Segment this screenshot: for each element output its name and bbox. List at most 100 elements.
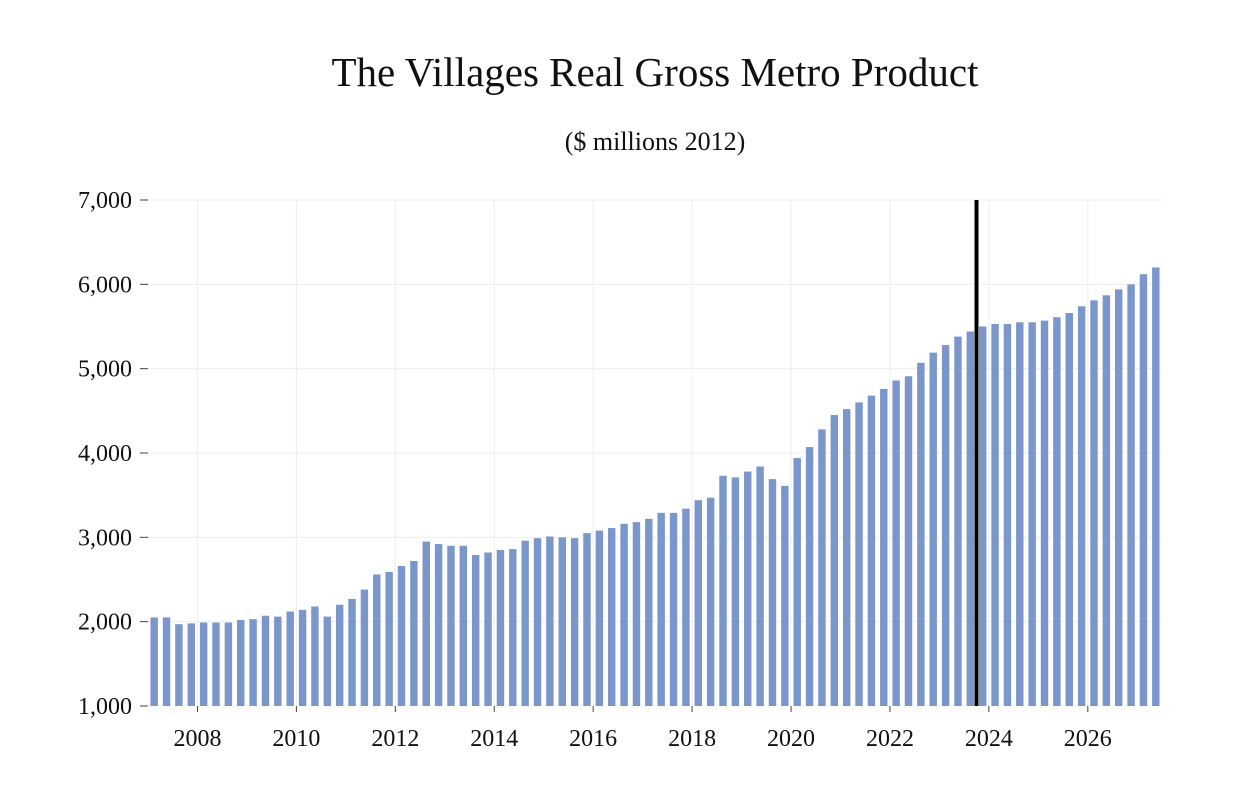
bar bbox=[496, 549, 505, 706]
bar bbox=[447, 545, 455, 706]
bar bbox=[385, 571, 393, 706]
bar bbox=[311, 606, 319, 706]
bar bbox=[199, 622, 208, 706]
bar bbox=[1115, 289, 1123, 706]
bar bbox=[335, 604, 344, 706]
bar bbox=[1053, 317, 1061, 706]
x-tick-label: 2014 bbox=[470, 726, 518, 752]
bar bbox=[818, 429, 826, 706]
bar bbox=[1077, 306, 1086, 706]
chart-title: The Villages Real Gross Metro Product bbox=[331, 49, 979, 95]
bar bbox=[274, 616, 282, 706]
bar bbox=[570, 538, 579, 706]
bar bbox=[224, 622, 233, 706]
x-tick-label: 2018 bbox=[668, 726, 716, 752]
bar bbox=[261, 615, 270, 706]
x-tick-label: 2012 bbox=[371, 726, 419, 752]
bar bbox=[694, 500, 702, 706]
bar bbox=[842, 409, 851, 706]
axes: 1,000 2,000 3,000 4,000 5,000 6,000 7,000 2008 2… bbox=[78, 188, 1112, 752]
bar bbox=[892, 380, 900, 706]
bar bbox=[620, 523, 628, 706]
bar bbox=[768, 479, 777, 706]
bar bbox=[1152, 267, 1160, 706]
bar bbox=[187, 623, 195, 706]
bar bbox=[546, 536, 554, 706]
bar bbox=[521, 540, 529, 706]
bar bbox=[756, 466, 764, 706]
bar bbox=[410, 560, 418, 706]
bar bbox=[719, 475, 727, 706]
bar bbox=[1028, 322, 1036, 706]
bar bbox=[706, 497, 715, 706]
bar bbox=[212, 622, 220, 706]
bar bbox=[991, 323, 999, 706]
x-tick-label: 2022 bbox=[866, 726, 914, 752]
bar bbox=[978, 326, 987, 706]
bar bbox=[669, 512, 678, 706]
bar bbox=[682, 508, 690, 706]
bar bbox=[323, 616, 332, 706]
bar bbox=[966, 331, 975, 706]
bar bbox=[1003, 323, 1012, 706]
bar bbox=[917, 362, 925, 706]
x-tick-label: 2020 bbox=[767, 726, 815, 752]
bar bbox=[1016, 322, 1024, 706]
bar bbox=[434, 544, 443, 706]
y-tick-label: 1,000 bbox=[78, 694, 132, 720]
bar bbox=[731, 477, 740, 706]
bar bbox=[1065, 313, 1073, 706]
bar bbox=[793, 458, 801, 706]
bar bbox=[1139, 274, 1148, 706]
bar bbox=[237, 619, 245, 706]
bar bbox=[781, 485, 789, 706]
bar bbox=[558, 537, 566, 706]
bar bbox=[533, 538, 542, 706]
bar bbox=[867, 395, 876, 706]
bar bbox=[162, 617, 171, 706]
bar bbox=[929, 352, 937, 706]
y-tick-label: 2,000 bbox=[78, 610, 132, 636]
x-tick-label: 2010 bbox=[272, 726, 320, 752]
bar bbox=[348, 598, 356, 706]
bar bbox=[904, 376, 913, 706]
x-tick-label: 2016 bbox=[569, 726, 617, 752]
bar bbox=[595, 530, 604, 706]
y-tick-label: 3,000 bbox=[78, 525, 132, 551]
bar bbox=[855, 402, 863, 706]
bar bbox=[805, 447, 814, 706]
bar bbox=[422, 541, 430, 706]
bar bbox=[941, 345, 950, 706]
bar bbox=[509, 549, 517, 706]
y-tick-label: 6,000 bbox=[78, 272, 132, 298]
x-tick-label: 2026 bbox=[1064, 726, 1112, 752]
bar bbox=[608, 528, 616, 706]
bar bbox=[632, 522, 641, 706]
bar bbox=[459, 545, 468, 706]
bar bbox=[249, 619, 257, 706]
bar bbox=[397, 566, 406, 706]
bar bbox=[645, 518, 653, 706]
bar bbox=[657, 512, 665, 706]
bar bbox=[471, 555, 480, 706]
bar bbox=[175, 624, 183, 706]
y-tick-label: 5,000 bbox=[78, 357, 132, 383]
x-tick-label: 2024 bbox=[965, 726, 1013, 752]
bar bbox=[1127, 284, 1135, 706]
bar bbox=[954, 336, 962, 706]
bar bbox=[880, 388, 888, 706]
bar bbox=[583, 533, 591, 706]
y-tick-label: 7,000 bbox=[78, 188, 132, 214]
bar bbox=[1102, 295, 1111, 706]
bar bbox=[744, 471, 752, 706]
y-tick-label: 4,000 bbox=[78, 441, 132, 467]
bar bbox=[373, 574, 381, 706]
bar bbox=[484, 552, 492, 706]
bar bbox=[830, 415, 839, 706]
chart-subtitle: ($ millions 2012) bbox=[564, 127, 746, 156]
gridlines bbox=[148, 199, 1162, 706]
bar bbox=[286, 611, 294, 706]
bar bbox=[298, 609, 307, 706]
bar bbox=[150, 617, 158, 706]
